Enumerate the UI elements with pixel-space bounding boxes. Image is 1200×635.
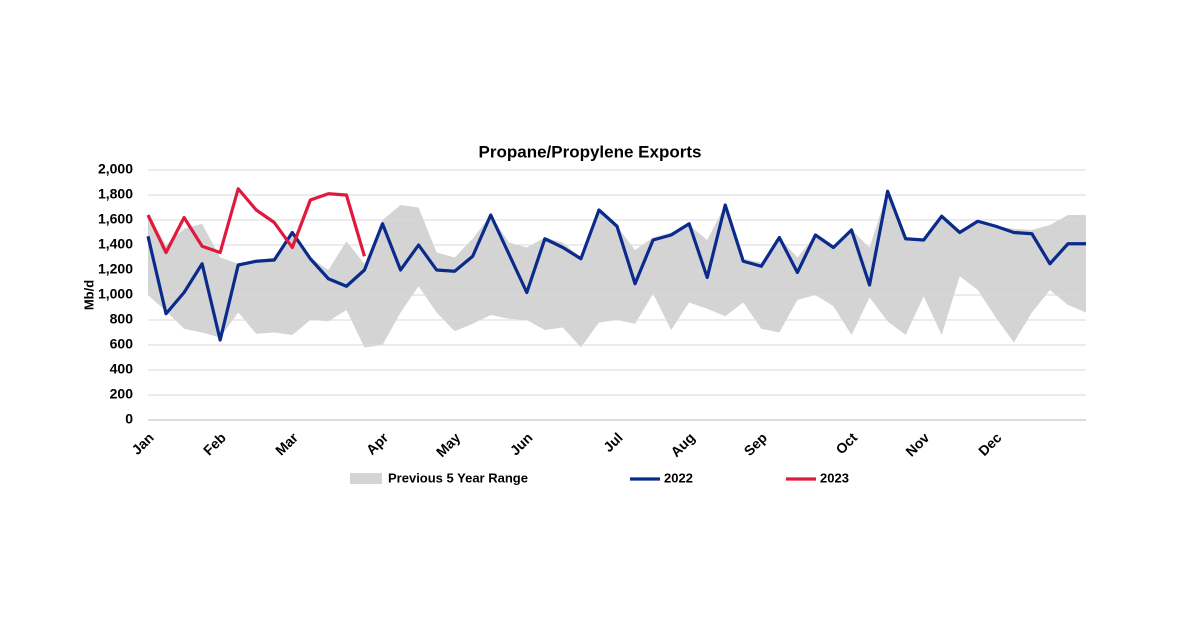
range-band [148,191,1086,348]
y-tick-label: 1,400 [98,236,133,252]
series-line [146,189,1086,342]
x-tick-label: Feb [200,429,229,458]
x-tick-label: Apr [363,429,392,458]
x-tick-label: Oct [832,429,860,457]
x-tick-label: Mar [272,429,301,458]
y-tick-label: 1,000 [98,286,133,302]
x-tick-label: Nov [902,429,932,459]
legend-swatch [350,473,382,484]
x-tick-label: Sep [741,429,770,458]
y-tick-label: 400 [110,361,134,377]
y-tick-label: 200 [110,386,134,402]
x-tick-label: Jul [600,429,626,455]
legend-label: 2022 [664,470,693,485]
series-line [146,187,366,257]
y-tick-label: 1,800 [98,186,133,202]
y-tick-label: 0 [125,411,133,427]
legend-label: 2023 [820,470,849,485]
y-tick-label: 800 [110,311,134,327]
x-tick-label: Jan [128,429,156,457]
chart-title: Propane/Propylene Exports [479,142,702,161]
y-tick-label: 600 [110,336,134,352]
y-tick-label: 1,200 [98,261,133,277]
x-tick-label: May [433,429,464,460]
y-tick-label: 2,000 [98,161,133,177]
y-axis-label: Mb/d [81,280,96,310]
x-tick-label: Jun [507,429,536,458]
y-tick-label: 1,600 [98,211,133,227]
x-tick-label: Aug [667,429,698,460]
x-tick-label: Dec [975,429,1005,459]
legend-label: Previous 5 Year Range [388,470,528,485]
